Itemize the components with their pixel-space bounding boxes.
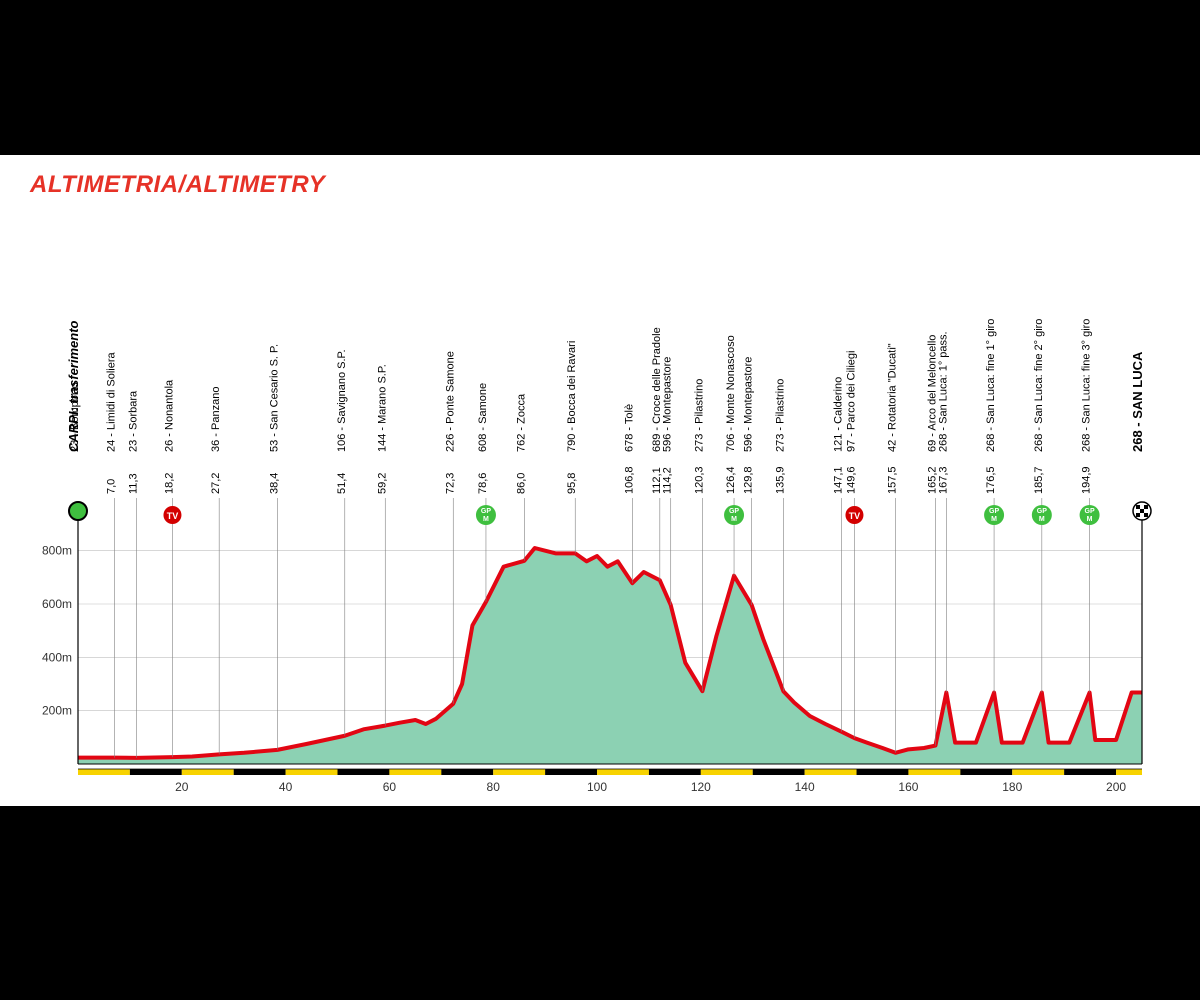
page-title: ALTIMETRIA/ALTIMETRY xyxy=(30,171,325,199)
x-tick-label: 40 xyxy=(279,780,293,794)
waypoint-km: 157,5 xyxy=(886,466,898,494)
waypoint-label: 608 - Samone xyxy=(477,383,489,452)
finish-icon xyxy=(1133,502,1151,520)
x-tick-label: 120 xyxy=(691,780,711,794)
waypoint-label: 53 - San Cesario S. P. xyxy=(268,344,280,452)
waypoint-label: 36 - Panzano xyxy=(210,387,222,452)
waypoint-label: 42 - Rotatoria "Ducati" xyxy=(886,343,898,452)
waypoint-label: 26 - Nonantola xyxy=(163,379,175,452)
tv-icon-label: TV xyxy=(167,511,179,521)
waypoint-label: 23 - Sorbara xyxy=(128,390,140,452)
svg-text:GP: GP xyxy=(729,508,739,515)
waypoint-label: 268 - San Luca: fine 1° giro xyxy=(985,319,997,452)
waypoint-km: 176,5 xyxy=(985,466,997,494)
waypoint-label: 106 - Savignano S.P. xyxy=(336,349,348,452)
x-tick-label: 20 xyxy=(175,780,189,794)
waypoint-label: 268 - San Luca: fine 3° giro xyxy=(1081,319,1093,452)
waypoint-label: 678 - Tolè xyxy=(623,404,635,452)
waypoint-km: 185,7 xyxy=(1033,466,1045,494)
y-tick-label: 200m xyxy=(42,704,72,718)
svg-text:GP: GP xyxy=(989,508,999,515)
y-tick-label: 800m xyxy=(42,544,72,558)
waypoint-km: 38,4 xyxy=(268,473,280,494)
waypoint-label: 23 - Bomporto xyxy=(69,382,81,452)
y-tick-label: 400m xyxy=(42,650,72,664)
svg-text:GP: GP xyxy=(1085,508,1095,515)
elevation-fill xyxy=(78,548,1142,764)
waypoint-label: 273 - Pilastrino xyxy=(693,379,705,452)
svg-text:GP: GP xyxy=(481,508,491,515)
waypoint-km: 7,0 xyxy=(105,479,117,494)
svg-text:M: M xyxy=(483,516,489,523)
waypoint-label: 273 - Pilastrino xyxy=(774,379,786,452)
waypoint-label: 121 - Calderino xyxy=(832,377,844,452)
waypoint-km: 194,9 xyxy=(1081,466,1093,494)
waypoint-km: 126,4 xyxy=(725,466,737,494)
waypoint-label: 226 - Ponte Samone xyxy=(444,351,456,452)
waypoint-km: 59,2 xyxy=(376,473,388,494)
waypoint-km: 72,3 xyxy=(444,473,456,494)
elevation-profile-chart: 200m 400m 600m 800m 20 40 60 80 100 120 140 160 180 2… xyxy=(30,244,1170,800)
x-tick-label: 160 xyxy=(898,780,918,794)
waypoint-km: 18,2 xyxy=(163,473,175,494)
waypoint-km: 95,8 xyxy=(566,473,578,494)
waypoint-label: 706 - Monte Nonascoso xyxy=(725,335,737,452)
waypoint-km: 106,8 xyxy=(623,466,635,494)
waypoint-km: 167,3 xyxy=(937,466,949,494)
waypoint-km: 51,4 xyxy=(336,473,348,494)
waypoint-label: 790 - Bocca dei Ravari xyxy=(566,341,578,452)
waypoint-label: 97 - Parco dei Ciliegi xyxy=(845,351,857,453)
svg-text:M: M xyxy=(991,516,997,523)
waypoint-label: 144 - Marano S.P. xyxy=(376,364,388,452)
x-tick-label: 80 xyxy=(487,780,501,794)
svg-text:M: M xyxy=(1087,516,1093,523)
top-black-band xyxy=(0,0,1200,155)
waypoint-label: 596 - Montepastore xyxy=(662,357,674,452)
waypoint-label: 596 - Montepastore xyxy=(743,357,755,452)
y-tick-label: 600m xyxy=(42,597,72,611)
waypoint-km: 11,3 xyxy=(128,473,140,494)
waypoint-km: 27,2 xyxy=(210,473,222,494)
start-icon xyxy=(69,502,87,520)
x-tick-label: 140 xyxy=(795,780,815,794)
waypoint-km: 120,3 xyxy=(693,466,705,494)
tv-icon-label: TV xyxy=(849,511,861,521)
bottom-black-band xyxy=(0,806,1200,1000)
waypoint-label: 24 - Limidi di Soliera xyxy=(105,351,117,452)
x-tick-label: 60 xyxy=(383,780,397,794)
waypoint-label: 268 - SAN LUCA xyxy=(1130,351,1145,452)
waypoint-label: 268 - San Luca: 1° pass. xyxy=(937,331,949,452)
waypoint-km: 78,6 xyxy=(477,473,489,494)
waypoint-km: 86,0 xyxy=(515,473,527,494)
x-tick-label: 200 xyxy=(1106,780,1126,794)
x-tick-label: 180 xyxy=(1002,780,1022,794)
svg-text:M: M xyxy=(731,516,737,523)
svg-text:GP: GP xyxy=(1037,508,1047,515)
distance-stripe xyxy=(78,769,1142,775)
waypoint-km: 147,1 xyxy=(832,466,844,494)
waypoint-km: 114,2 xyxy=(662,467,674,494)
waypoint-km: 149,6 xyxy=(845,466,857,494)
waypoint-km: 129,8 xyxy=(743,466,755,494)
svg-text:M: M xyxy=(1039,516,1045,523)
waypoint-label: 762 - Zocca xyxy=(515,393,527,452)
waypoint-km: 135,9 xyxy=(774,466,786,494)
x-tick-label: 100 xyxy=(587,780,607,794)
waypoint-label: 268 - San Luca: fine 2° giro xyxy=(1033,319,1045,452)
